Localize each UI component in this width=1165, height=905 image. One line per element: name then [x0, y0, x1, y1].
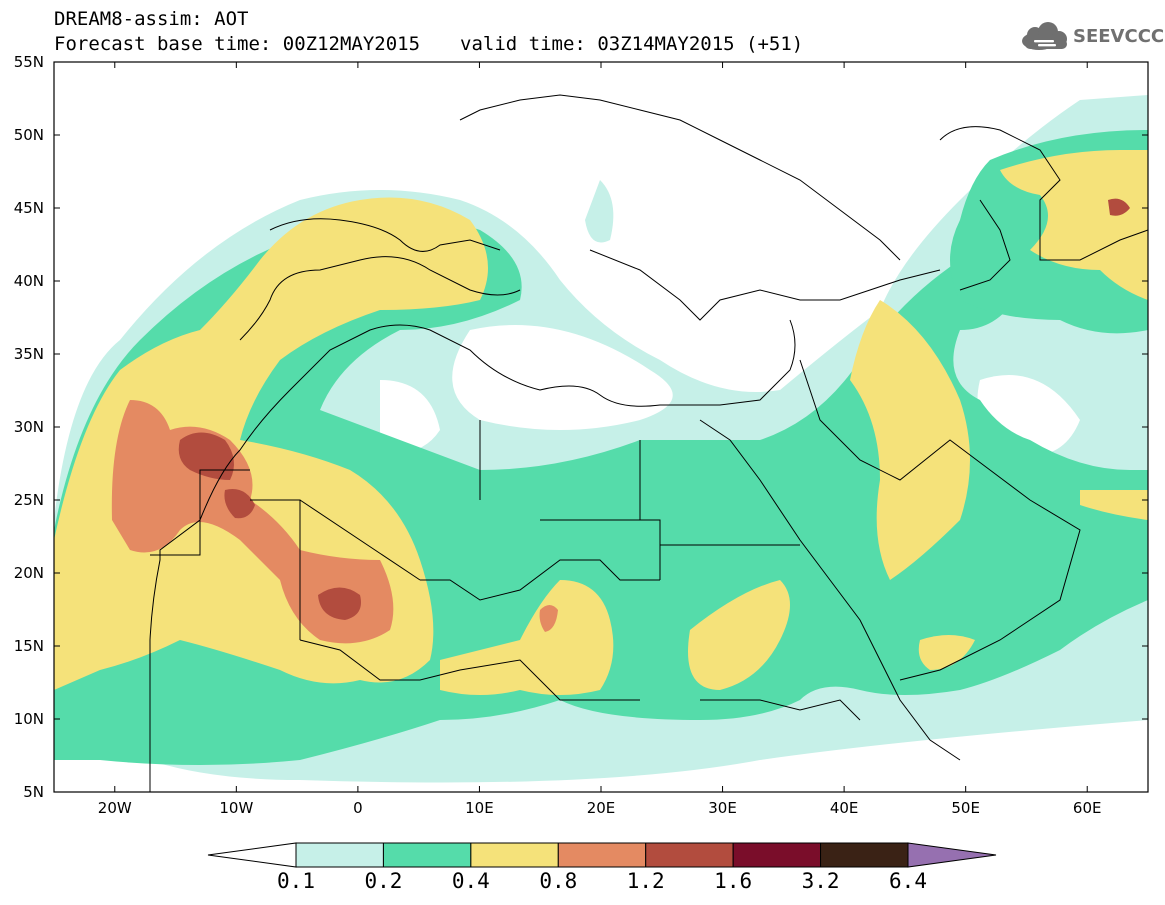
lat-label: 15N [13, 637, 44, 655]
colorbar-level-label: 6.4 [889, 869, 927, 893]
valid-time: valid time: 03Z14MAY2015 (+51) [460, 33, 804, 55]
map-title: DREAM8-assim: AOT [54, 8, 249, 30]
colorbar-swatch [382, 842, 472, 868]
axis-ticks [54, 61, 1148, 793]
colorbar-swatch [557, 842, 647, 868]
colorbar-level-label: 1.2 [626, 869, 665, 893]
lat-label: 50N [13, 126, 44, 144]
colorbar-swatch [295, 842, 384, 868]
lon-label: 20E [586, 799, 616, 817]
colorbar-swatch [907, 842, 997, 868]
lon-label: 50E [951, 799, 980, 817]
lon-label: 10E [465, 799, 494, 817]
lon-label: 10W [219, 799, 254, 817]
aot-field [54, 62, 1148, 792]
colorbar-level-label: 3.2 [801, 869, 840, 893]
lat-label: 5N [23, 783, 44, 801]
colorbar-swatch [470, 842, 559, 868]
lat-label: 55N [13, 53, 44, 71]
base-time: Forecast base time: 00Z12MAY2015 [54, 33, 421, 55]
lat-label: 30N [13, 418, 44, 436]
colorbar-level-label: 1.6 [714, 869, 753, 893]
cloud-icon [1022, 22, 1067, 50]
lat-label: 25N [13, 491, 44, 509]
coastlines [149, 94, 1148, 792]
lon-label: 30E [708, 799, 737, 817]
lat-label: 20N [13, 564, 44, 582]
colorbar-swatch [207, 842, 297, 868]
lat-label: 35N [13, 345, 44, 363]
colorbar-swatch [645, 842, 734, 868]
colorbar-level-label: 0.4 [451, 869, 490, 893]
lat-label: 40N [13, 272, 44, 290]
lon-label: 60E [1072, 799, 1102, 817]
colorbar-swatch [820, 842, 909, 868]
lat-label: 10N [13, 710, 44, 728]
colorbar-level-label: 0.2 [364, 869, 403, 893]
lat-label: 45N [13, 199, 44, 217]
time-info: Forecast base time: 00Z12MAY2015 valid ti… [54, 33, 803, 55]
lon-label: 0 [353, 799, 363, 817]
colorbar-level-label: 0.1 [277, 869, 315, 893]
lon-label: 40E [829, 799, 859, 817]
colorbar-level-label: 0.8 [539, 869, 578, 893]
logo-text: SEEVCCC [1073, 26, 1165, 47]
lon-label: 20W [97, 799, 132, 817]
colorbar-swatch [732, 842, 822, 868]
